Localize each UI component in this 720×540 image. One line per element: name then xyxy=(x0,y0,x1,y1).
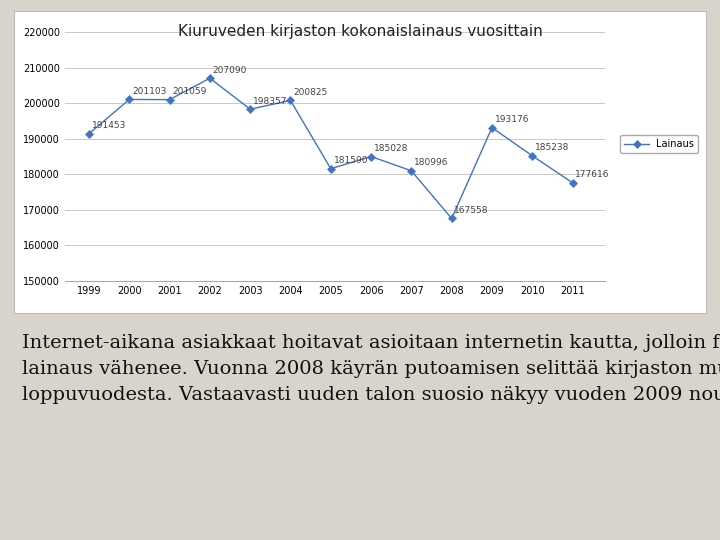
Text: 201059: 201059 xyxy=(172,87,207,96)
Text: 180996: 180996 xyxy=(414,158,449,167)
Text: Kiuruveden kirjaston kokonaislainaus vuosittain: Kiuruveden kirjaston kokonaislainaus vuo… xyxy=(178,24,542,39)
Lainaus xyxy=(85,131,94,137)
Text: 198357: 198357 xyxy=(253,97,287,106)
Text: 191453: 191453 xyxy=(91,121,126,130)
Text: 207090: 207090 xyxy=(212,66,247,75)
Lainaus xyxy=(166,96,174,103)
Text: Internet-aikana asiakkaat hoitavat asioitaan internetin kautta, jolloin fyysinen: Internet-aikana asiakkaat hoitavat asioi… xyxy=(22,334,720,404)
Text: 201103: 201103 xyxy=(132,87,166,96)
Line: Lainaus: Lainaus xyxy=(86,76,575,221)
Text: 185028: 185028 xyxy=(374,144,408,153)
Lainaus xyxy=(246,106,254,112)
Lainaus xyxy=(447,215,456,222)
Lainaus xyxy=(366,153,375,160)
Text: 167558: 167558 xyxy=(454,206,489,215)
Lainaus xyxy=(568,180,577,186)
Text: 185238: 185238 xyxy=(535,143,570,152)
Lainaus xyxy=(407,167,415,174)
Lainaus xyxy=(326,165,335,172)
Text: 200825: 200825 xyxy=(293,88,328,97)
Text: 181590: 181590 xyxy=(333,156,368,165)
Text: 193176: 193176 xyxy=(495,115,529,124)
Lainaus xyxy=(528,152,536,159)
Lainaus xyxy=(125,96,134,103)
Lainaus xyxy=(487,124,496,131)
Legend: Lainaus: Lainaus xyxy=(621,136,698,153)
Lainaus xyxy=(286,97,294,104)
Text: 177616: 177616 xyxy=(575,170,610,179)
Lainaus xyxy=(205,75,214,82)
